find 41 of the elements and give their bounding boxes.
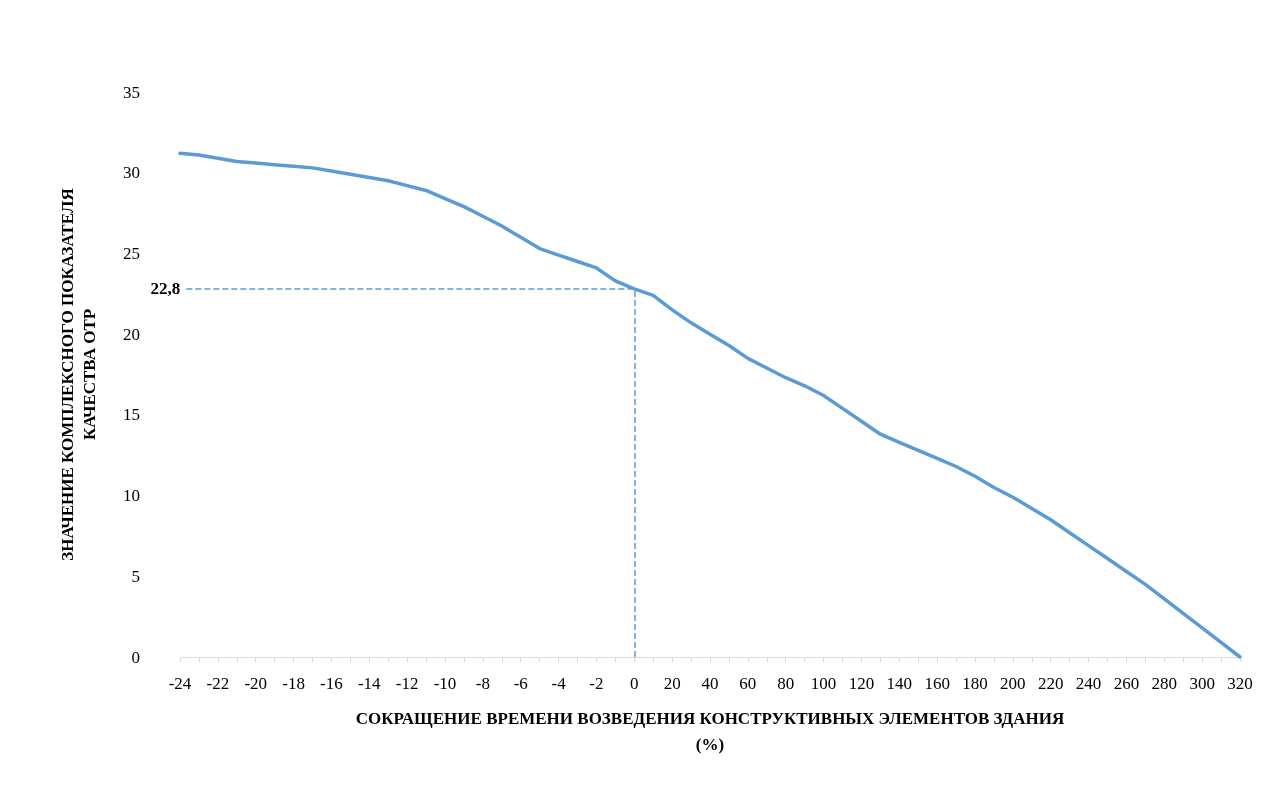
x-tick-label: 180 <box>962 674 988 693</box>
y-tick-label: 5 <box>131 566 140 586</box>
x-tick-label: -12 <box>395 674 419 693</box>
y-tick-label: 10 <box>123 486 140 506</box>
x-tick-label: -24 <box>168 674 192 693</box>
x-tick-label: 220 <box>1037 674 1064 693</box>
x-tick-label: 100 <box>810 674 837 693</box>
x-tick-label: 320 <box>1227 674 1253 693</box>
y-tick-label: 15 <box>123 405 140 425</box>
x-tick-label: -10 <box>433 674 457 693</box>
x-tick-label: 300 <box>1189 674 1215 693</box>
x-tick-label: -20 <box>244 674 268 693</box>
x-tick-label: -16 <box>320 674 343 693</box>
x-tick-label: 260 <box>1113 674 1140 693</box>
x-tick-label: 60 <box>739 674 757 693</box>
x-tick-label: 20 <box>663 674 681 693</box>
y-axis-title: ЗНАЧЕНИЕ КОМПЛЕКСНОГО ПОКАЗАТЕЛЯ КАЧЕСТВА ОТР <box>57 188 99 561</box>
x-tick-label: 280 <box>1151 674 1178 693</box>
x-tick-label: 120 <box>848 674 875 693</box>
x-tick-label: -22 <box>206 674 230 693</box>
x-tick-label: 160 <box>924 674 950 693</box>
y-tick-label: 35 <box>123 82 140 102</box>
x-tick-label: -18 <box>282 674 305 693</box>
x-tick-label: -14 <box>357 674 382 693</box>
x-tick-label: 80 <box>777 674 795 693</box>
x-tick-label: -4 <box>551 674 567 693</box>
y-tick-label: 30 <box>123 163 140 183</box>
x-tick-label: 0 <box>630 674 639 693</box>
y-tick-label: 0 <box>131 647 140 667</box>
x-tick-label: -8 <box>475 674 490 693</box>
x-tick-label: 140 <box>886 674 913 693</box>
x-tick-label: -6 <box>513 674 528 693</box>
x-axis-title: СОКРАЩЕНИЕ ВРЕМЕНИ ВОЗВЕДЕНИЯ КОНСТРУКТИВНЫХ ЭЛЕМЕНТОВ ЗДАНИЯ (%) <box>355 708 1065 754</box>
y-tick-label: 20 <box>123 324 140 344</box>
x-tick-label: -2 <box>589 674 604 693</box>
line-series <box>178 151 1242 659</box>
ref-line-label: 22,8 <box>150 279 181 299</box>
x-tick-label: 240 <box>1075 674 1102 693</box>
y-tick-label: 25 <box>123 243 140 263</box>
x-tick-label: 40 <box>701 674 719 693</box>
x-tick-label: 200 <box>1000 674 1026 693</box>
